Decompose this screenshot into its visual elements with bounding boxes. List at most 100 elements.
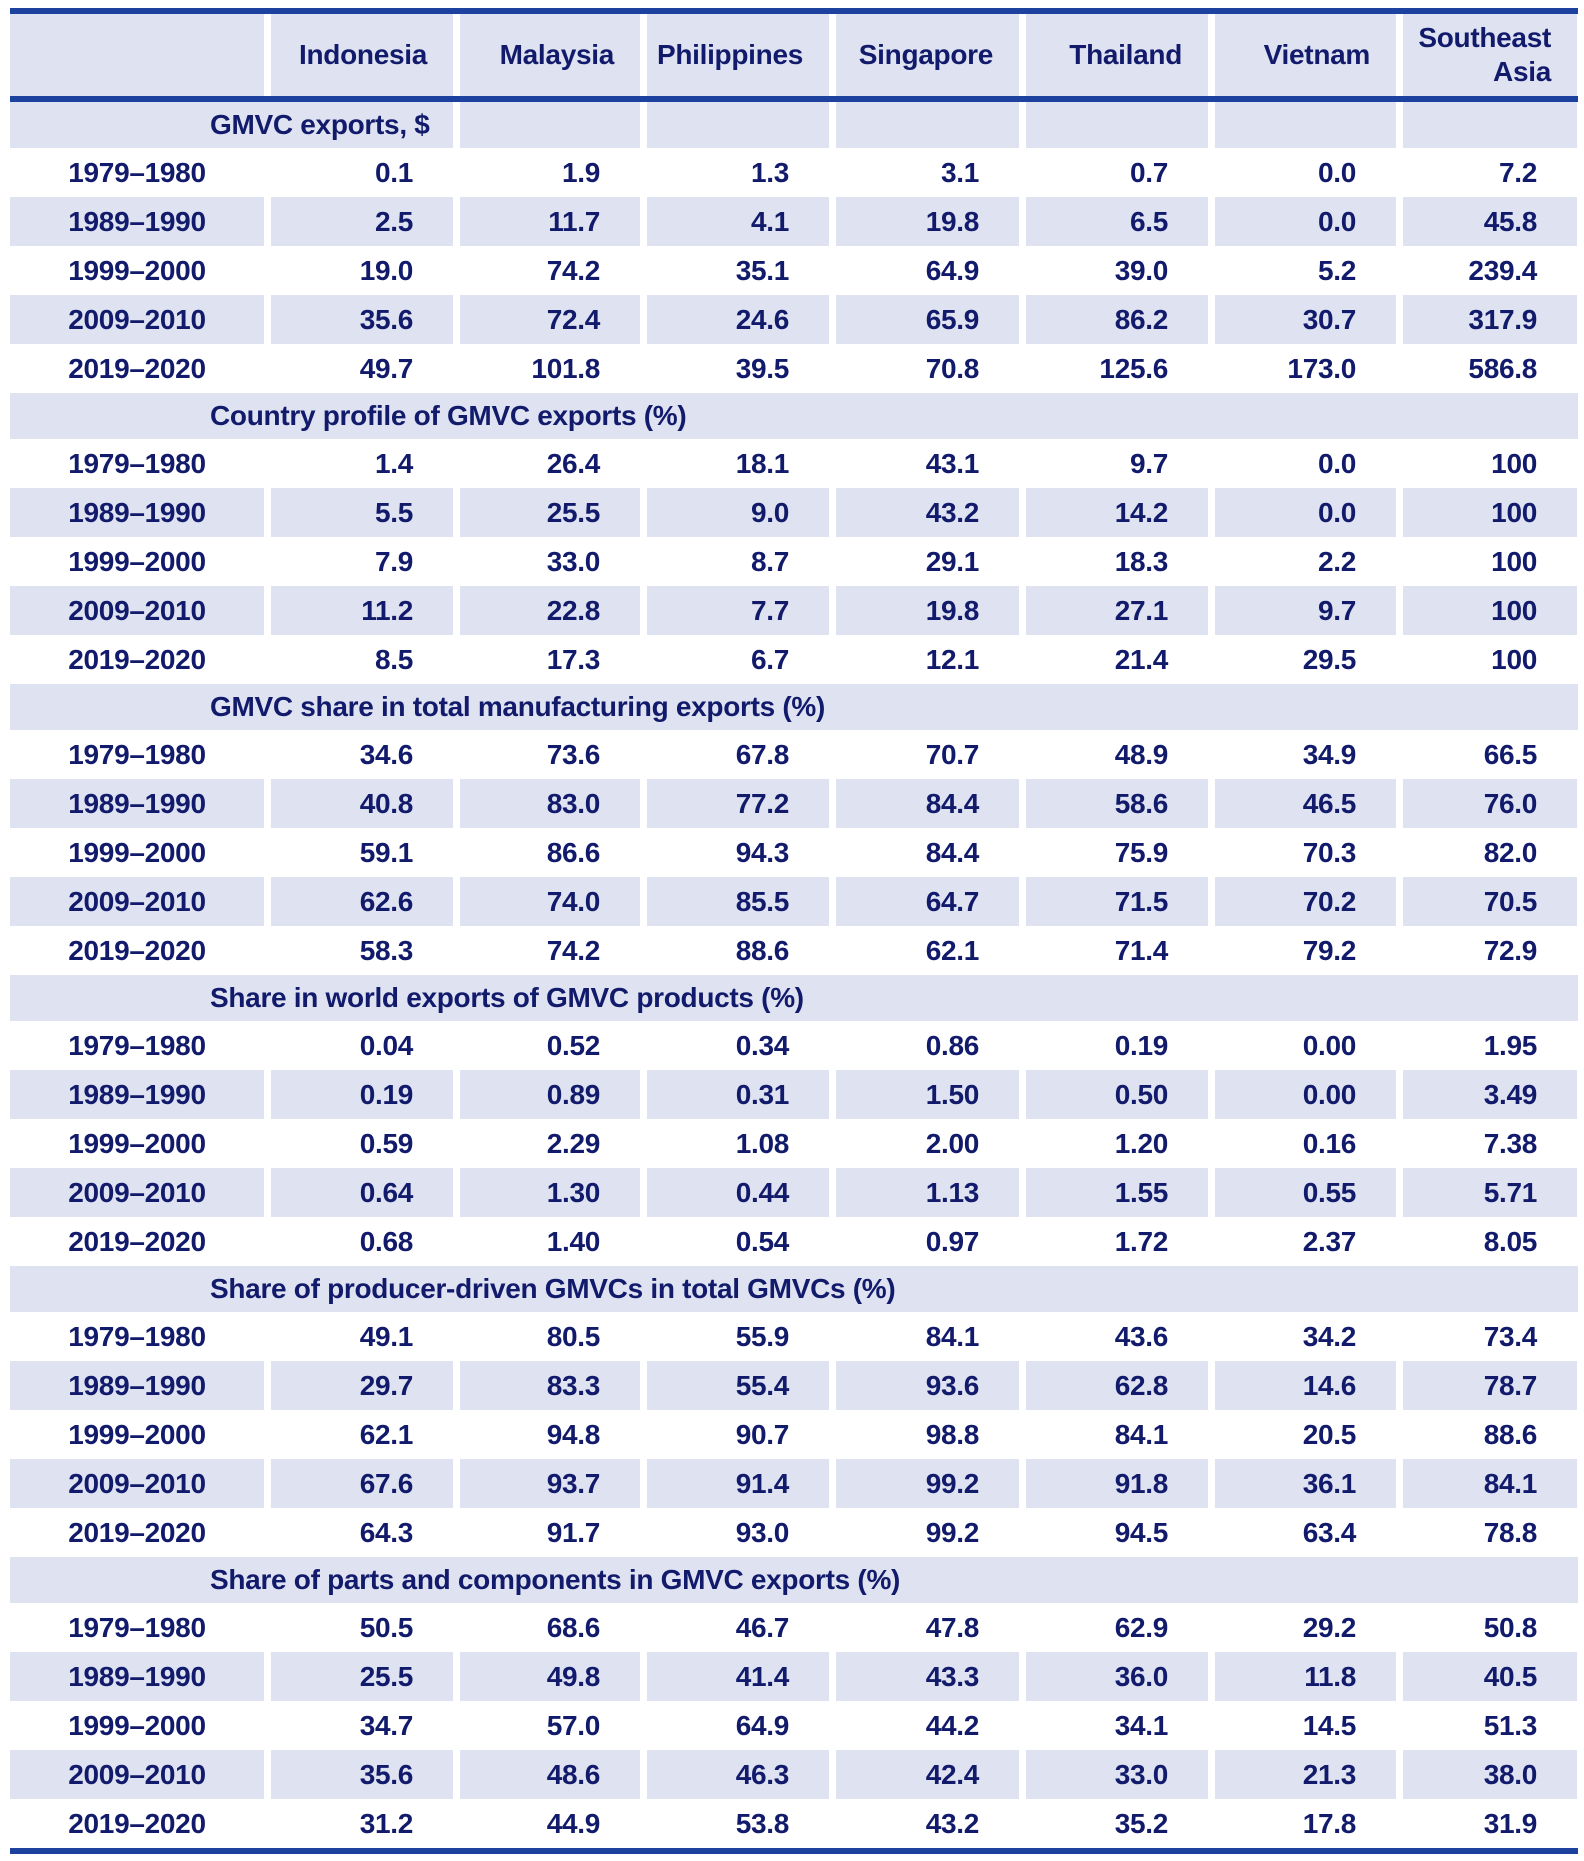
table-row: 2009–2010 67.6 93.7 91.4 99.2 91.8 36.1 84.1 [10,1459,1578,1508]
value-cell: 43.2 [836,488,1019,537]
value-cell: 1.13 [836,1168,1019,1217]
value-cell: 19.8 [836,586,1019,635]
value-cell: 1.9 [460,148,640,197]
value-cell: 98.8 [836,1410,1019,1459]
value-cell: 14.5 [1215,1701,1396,1750]
value-cell: 43.6 [1026,1312,1208,1361]
value-cell: 43.2 [836,1799,1019,1848]
value-cell: 84.4 [836,779,1019,828]
year-label: 1999–2000 [10,1119,264,1168]
value-cell: 586.8 [1403,344,1577,393]
value-cell: 9.7 [1026,439,1208,488]
value-cell: 72.4 [460,295,640,344]
value-cell: 40.5 [1403,1652,1577,1701]
value-cell: 88.6 [647,926,829,975]
value-cell: 8.05 [1403,1217,1577,1266]
value-cell: 35.1 [647,246,829,295]
value-cell: 0.89 [460,1070,640,1119]
value-cell: 47.8 [836,1603,1019,1652]
value-cell: 50.8 [1403,1603,1577,1652]
section-title: Share of parts and components in GMVC ex… [10,1557,1578,1603]
section-band-empty-cell [1403,102,1577,148]
year-label: 1999–2000 [10,1410,264,1459]
value-cell: 93.7 [460,1459,640,1508]
value-cell: 64.9 [647,1701,829,1750]
value-cell: 239.4 [1403,246,1577,295]
value-cell: 70.8 [836,344,1019,393]
value-cell: 77.2 [647,779,829,828]
year-label: 2009–2010 [10,586,264,635]
value-cell: 1.72 [1026,1217,1208,1266]
value-cell: 2.37 [1215,1217,1396,1266]
year-label: 2019–2020 [10,1508,264,1557]
value-cell: 5.71 [1403,1168,1577,1217]
table-header-row: Indonesia Malaysia Philippines Singapore… [10,14,1578,96]
value-cell: 70.2 [1215,877,1396,926]
column-header: Malaysia [460,14,640,96]
value-cell: 0.16 [1215,1119,1396,1168]
value-cell: 0.59 [271,1119,453,1168]
value-cell: 0.1 [271,148,453,197]
value-cell: 88.6 [1403,1410,1577,1459]
value-cell: 39.0 [1026,246,1208,295]
value-cell: 78.7 [1403,1361,1577,1410]
value-cell: 82.0 [1403,828,1577,877]
value-cell: 21.3 [1215,1750,1396,1799]
value-cell: 9.7 [1215,586,1396,635]
table-row: 2019–2020 8.5 17.3 6.7 12.1 21.4 29.5 100 [10,635,1578,684]
table-row: 1999–2000 0.59 2.29 1.08 2.00 1.20 0.16 7.38 [10,1119,1578,1168]
value-cell: 35.2 [1026,1799,1208,1848]
value-cell: 84.1 [1403,1459,1577,1508]
value-cell: 62.6 [271,877,453,926]
value-cell: 4.1 [647,197,829,246]
value-cell: 0.31 [647,1070,829,1119]
value-cell: 18.1 [647,439,829,488]
section-band-empty-cell [836,102,1019,148]
value-cell: 27.1 [1026,586,1208,635]
value-cell: 94.3 [647,828,829,877]
value-cell: 49.1 [271,1312,453,1361]
value-cell: 45.8 [1403,197,1577,246]
value-cell: 5.5 [271,488,453,537]
value-cell: 0.50 [1026,1070,1208,1119]
value-cell: 7.38 [1403,1119,1577,1168]
value-cell: 49.8 [460,1652,640,1701]
table-row: 2009–2010 11.2 22.8 7.7 19.8 27.1 9.7 100 [10,586,1578,635]
column-header: Southeast Asia [1403,14,1577,96]
value-cell: 1.40 [460,1217,640,1266]
table-row: 2009–2010 35.6 48.6 46.3 42.4 33.0 21.3 38.0 [10,1750,1578,1799]
value-cell: 39.5 [647,344,829,393]
value-cell: 125.6 [1026,344,1208,393]
value-cell: 11.8 [1215,1652,1396,1701]
year-label: 1989–1990 [10,1070,264,1119]
year-label: 1979–1980 [10,1312,264,1361]
value-cell: 68.6 [460,1603,640,1652]
value-cell: 66.5 [1403,730,1577,779]
value-cell: 53.8 [647,1799,829,1848]
year-label: 2009–2010 [10,1459,264,1508]
table-row: 1979–1980 1.4 26.4 18.1 43.1 9.7 0.0 100 [10,439,1578,488]
value-cell: 46.3 [647,1750,829,1799]
value-cell: 0.0 [1215,197,1396,246]
value-cell: 64.7 [836,877,1019,926]
value-cell: 1.3 [647,148,829,197]
value-cell: 0.34 [647,1021,829,1070]
year-label: 1989–1990 [10,197,264,246]
value-cell: 0.86 [836,1021,1019,1070]
value-cell: 73.6 [460,730,640,779]
top-rule [10,8,1578,14]
value-cell: 99.2 [836,1459,1019,1508]
value-cell: 2.00 [836,1119,1019,1168]
table-row: 1979–1980 49.1 80.5 55.9 84.1 43.6 34.2 73.4 [10,1312,1578,1361]
value-cell: 58.6 [1026,779,1208,828]
year-label: 1979–1980 [10,1021,264,1070]
value-cell: 94.8 [460,1410,640,1459]
column-header: Thailand [1026,14,1208,96]
value-cell: 34.1 [1026,1701,1208,1750]
value-cell: 86.6 [460,828,640,877]
value-cell: 62.8 [1026,1361,1208,1410]
table-row: 1979–1980 0.04 0.52 0.34 0.86 0.19 0.00 1.95 [10,1021,1578,1070]
value-cell: 31.2 [271,1799,453,1848]
value-cell: 91.8 [1026,1459,1208,1508]
value-cell: 0.68 [271,1217,453,1266]
